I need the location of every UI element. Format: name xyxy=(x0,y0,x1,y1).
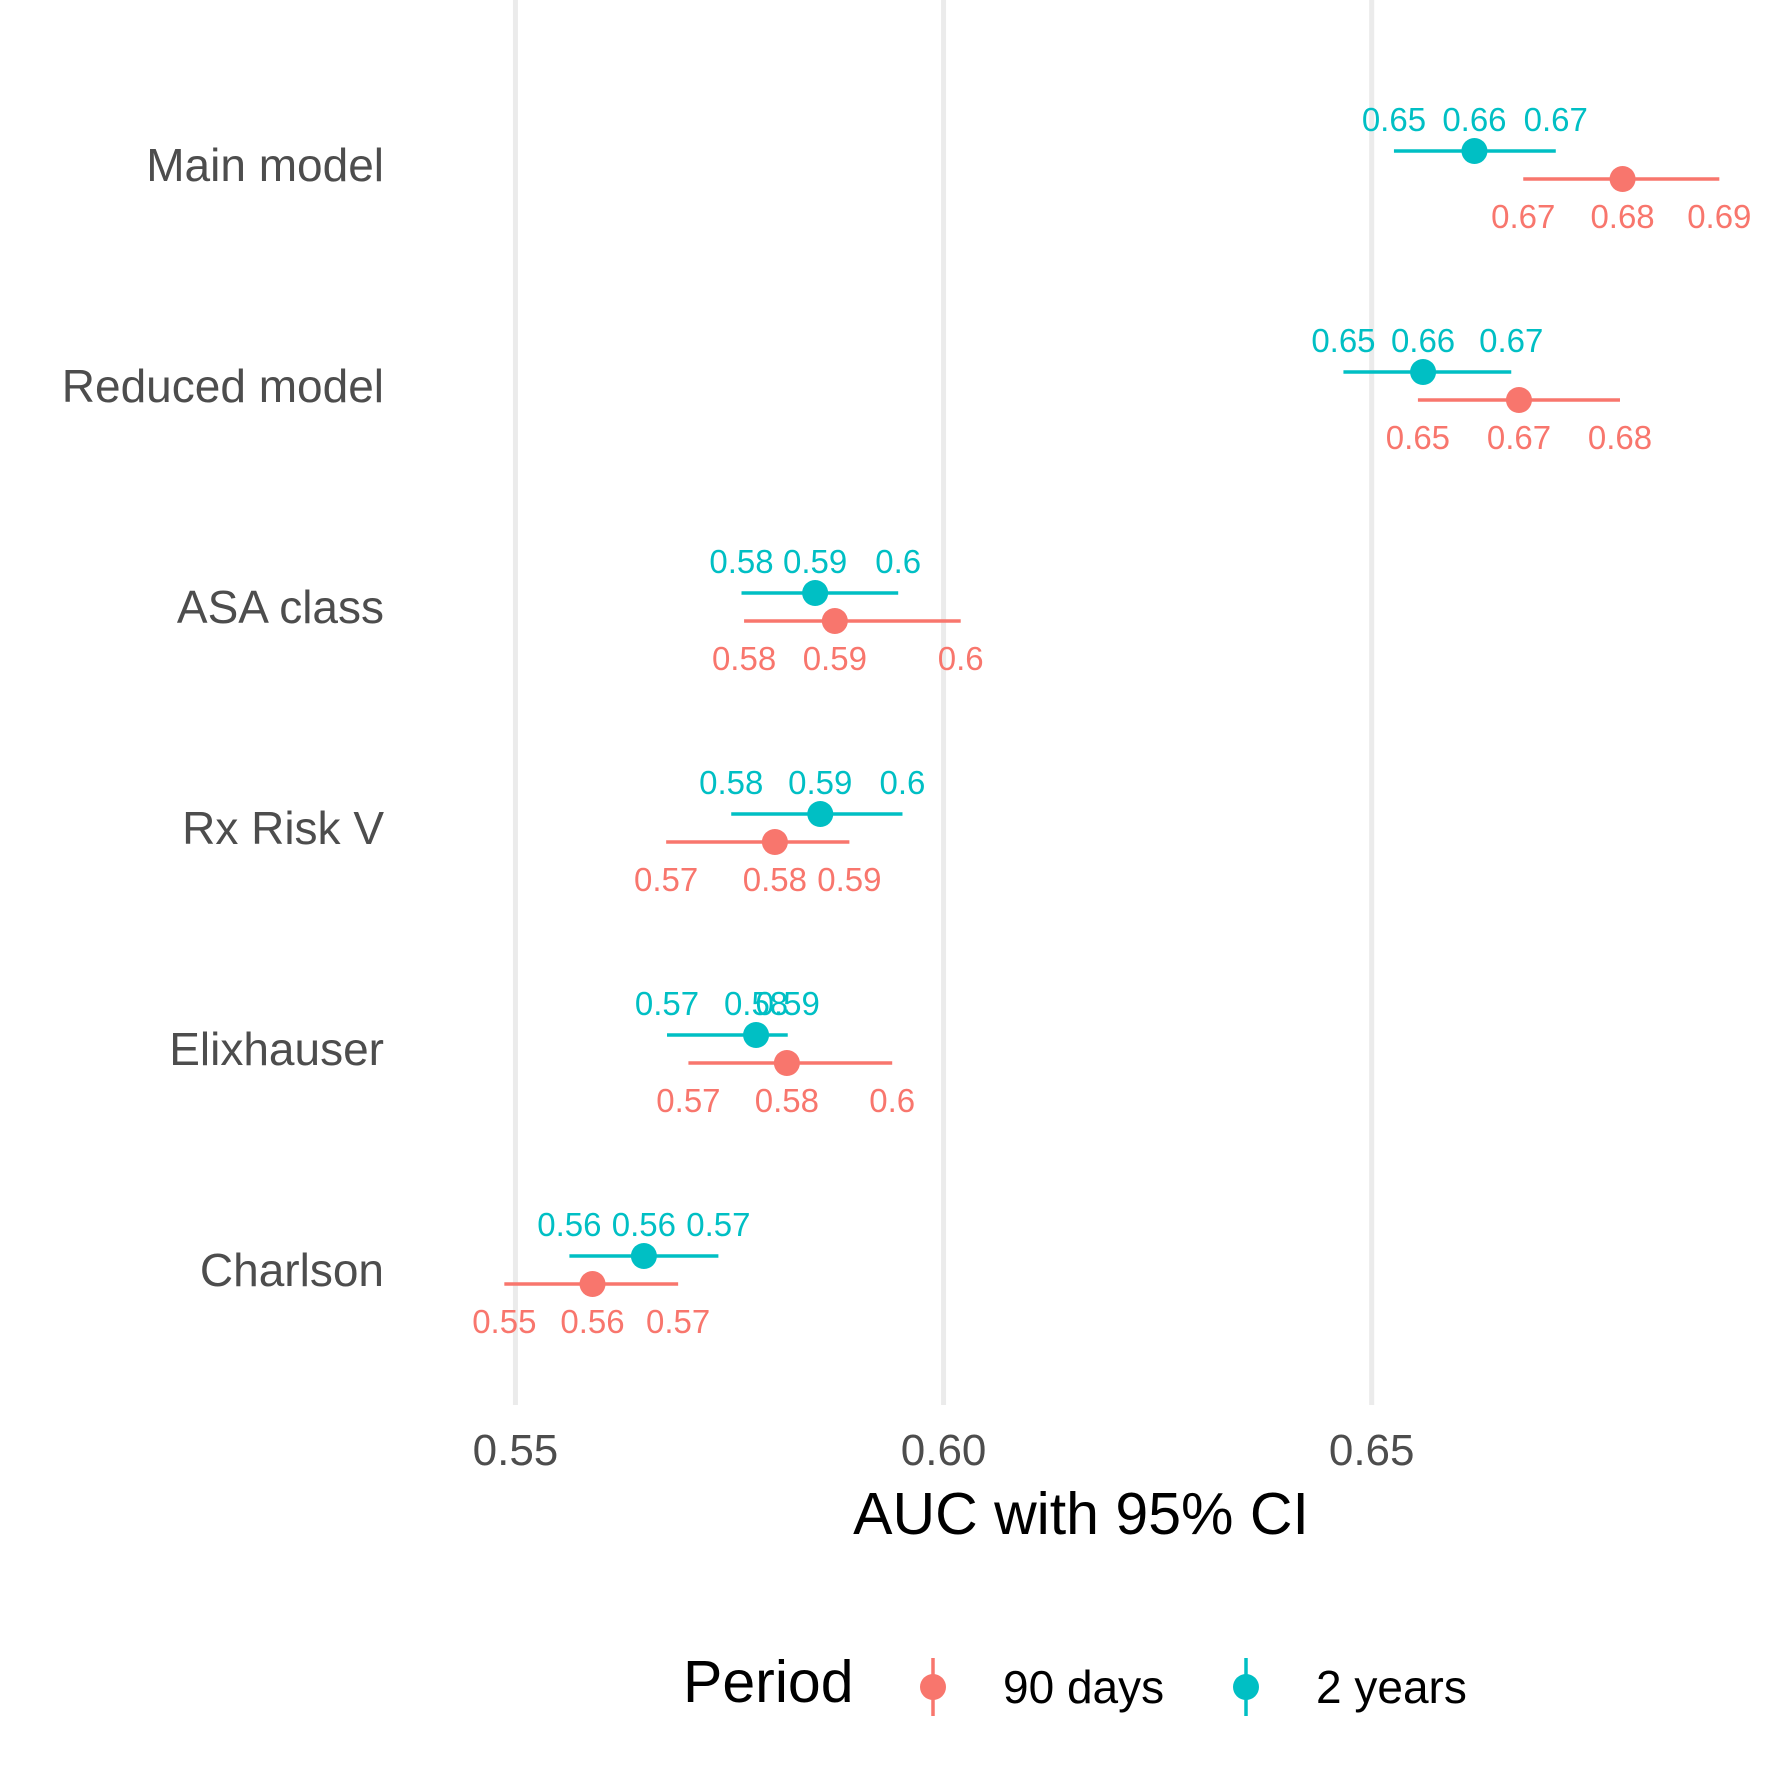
ci-label-0-4-1: 0.58 xyxy=(755,1082,819,1119)
ci-label-1-3-0: 0.58 xyxy=(699,764,763,801)
point-0-4 xyxy=(773,1050,800,1076)
legend: Period 90 days 2 years xyxy=(683,1649,1467,1716)
ci-label-1-2-1: 0.59 xyxy=(783,543,847,580)
ci-label-0-0-1: 0.68 xyxy=(1590,198,1654,235)
point-1-3 xyxy=(807,801,834,827)
ci-label-0-5-1: 0.56 xyxy=(560,1303,624,1340)
ci-label-1-2-2: 0.6 xyxy=(875,543,921,580)
legend-title: Period xyxy=(683,1649,854,1715)
legend-key-point-1 xyxy=(1233,1674,1259,1700)
category-label-3: Rx Risk V xyxy=(182,802,384,854)
ci-label-1-0-2: 0.67 xyxy=(1524,101,1588,138)
ci-label-1-0-0: 0.65 xyxy=(1362,101,1426,138)
legend-item-1: 2 years xyxy=(1233,1658,1467,1716)
series-layer: 0.67 0.68 0.690.65 0.67 0.680.58 0.59 0.60.57 0… xyxy=(472,101,1751,1340)
legend-key-point-0 xyxy=(920,1674,946,1700)
ci-label-0-1-1: 0.67 xyxy=(1487,419,1551,456)
point-1-4 xyxy=(743,1022,770,1048)
ci-label-0-5-2: 0.57 xyxy=(646,1303,710,1340)
gridlines xyxy=(512,0,1375,1405)
category-label-0: Main model xyxy=(146,139,384,191)
legend-item-0: 90 days xyxy=(920,1658,1164,1716)
legend-label-0: 90 days xyxy=(1003,1661,1164,1713)
ci-label-0-3-2: 0.59 xyxy=(817,861,881,898)
series-0: 0.67 0.68 0.690.65 0.67 0.680.58 0.59 0.60.57 0… xyxy=(472,166,1751,1340)
category-labels: Main model Reduced model ASA class Rx Risk … xyxy=(62,139,385,1296)
ci-label-1-2-0: 0.58 xyxy=(709,543,773,580)
ci-label-0-3-0: 0.57 xyxy=(634,861,698,898)
point-0-2 xyxy=(821,608,848,634)
point-1-5 xyxy=(630,1243,657,1269)
x-tick-label-1: 0.60 xyxy=(901,1426,987,1475)
category-label-2: ASA class xyxy=(177,581,384,633)
x-tick-label-0: 0.55 xyxy=(473,1426,559,1475)
category-label-4: Elixhauser xyxy=(169,1023,384,1075)
point-0-5 xyxy=(579,1271,606,1297)
ci-label-1-5-2: 0.57 xyxy=(686,1206,750,1243)
x-axis-title: AUC with 95% CI xyxy=(853,1481,1309,1547)
point-0-3 xyxy=(761,829,788,855)
ci-label-0-0-2: 0.69 xyxy=(1687,198,1751,235)
ci-label-0-5-0: 0.55 xyxy=(472,1303,536,1340)
x-axis-ticks: 0.55 0.60 0.65 xyxy=(473,1426,1415,1475)
point-1-0 xyxy=(1461,138,1488,164)
ci-label-1-1-0: 0.65 xyxy=(1311,322,1375,359)
ci-label-0-4-0: 0.57 xyxy=(656,1082,720,1119)
point-0-1 xyxy=(1505,387,1532,413)
ci-label-1-0-1: 0.66 xyxy=(1442,101,1506,138)
category-label-5: Charlson xyxy=(200,1244,384,1296)
ci-label-0-2-0: 0.58 xyxy=(712,640,776,677)
ci-label-1-5-0: 0.56 xyxy=(537,1206,601,1243)
ci-label-0-2-1: 0.59 xyxy=(803,640,867,677)
ci-label-1-4-2: 0.59 xyxy=(756,985,820,1022)
ci-label-0-1-2: 0.68 xyxy=(1588,419,1652,456)
point-0-0 xyxy=(1609,166,1636,192)
ci-label-0-2-2: 0.6 xyxy=(938,640,984,677)
x-tick-label-2: 0.65 xyxy=(1329,1426,1415,1475)
ci-label-0-0-0: 0.67 xyxy=(1491,198,1555,235)
point-1-2 xyxy=(802,580,829,606)
ci-label-1-4-0: 0.57 xyxy=(635,985,699,1022)
category-label-1: Reduced model xyxy=(62,360,384,412)
ci-label-0-3-1: 0.58 xyxy=(743,861,807,898)
ci-label-1-5-1: 0.56 xyxy=(612,1206,676,1243)
ci-label-1-3-2: 0.6 xyxy=(880,764,926,801)
ci-label-0-4-2: 0.6 xyxy=(869,1082,915,1119)
ci-label-1-3-1: 0.59 xyxy=(788,764,852,801)
series-1: 0.65 0.66 0.670.65 0.66 0.670.58 0.59 0.60.58 0… xyxy=(537,101,1588,1269)
point-1-1 xyxy=(1410,359,1437,385)
ci-label-0-1-0: 0.65 xyxy=(1386,419,1450,456)
ci-label-1-4-1: 0.58 xyxy=(724,985,788,1022)
legend-label-1: 2 years xyxy=(1316,1661,1467,1713)
ci-label-1-1-2: 0.67 xyxy=(1479,322,1543,359)
legend-items: 90 days 2 years xyxy=(920,1658,1467,1716)
ci-label-1-1-1: 0.66 xyxy=(1391,322,1455,359)
